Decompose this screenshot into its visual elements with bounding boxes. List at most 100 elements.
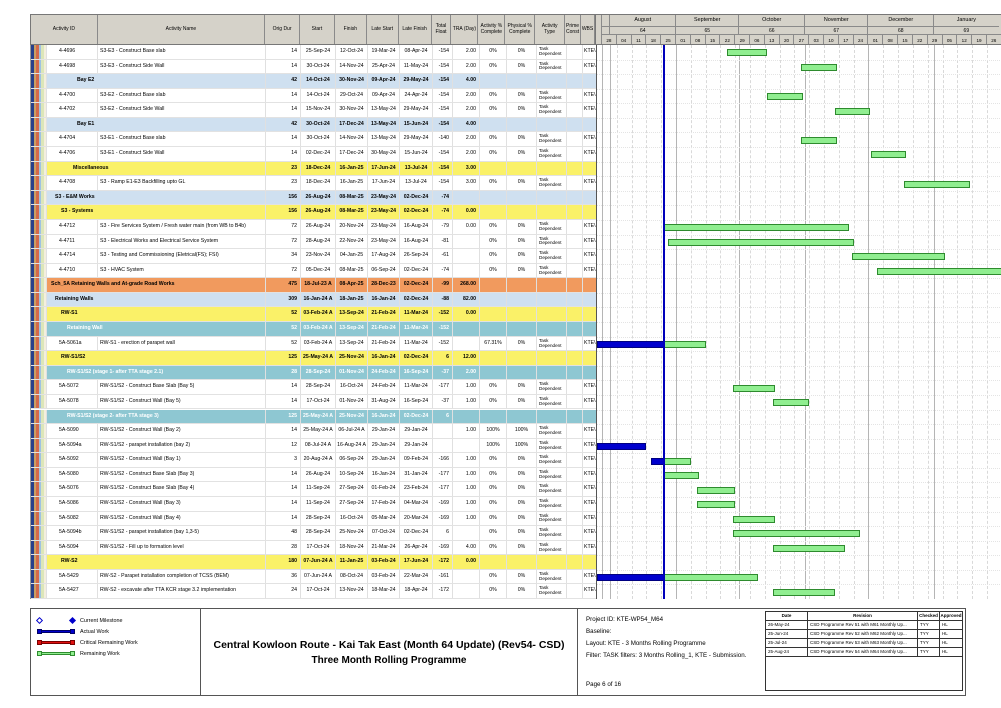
group-row[interactable]: Sch_5A Retaining Walls and At-grade Road… bbox=[31, 278, 597, 293]
orig-dur-cell: 28 bbox=[266, 365, 301, 380]
activity-name-cell: RW-S2 - excavate after TTA KCR stage 3.2… bbox=[98, 584, 266, 599]
gantt-bar-actual[interactable] bbox=[597, 340, 666, 348]
late-finish-cell: 15-Jun-24 bbox=[400, 117, 433, 132]
column-header-5[interactable]: Late Start bbox=[367, 15, 399, 44]
activity-pct-cell: 0% bbox=[480, 526, 507, 540]
gantt-bar-remaining[interactable] bbox=[773, 588, 835, 596]
column-header-2[interactable]: Orig Dur bbox=[265, 15, 300, 44]
gantt-bar-remaining[interactable] bbox=[663, 574, 759, 582]
gantt-bar-remaining[interactable] bbox=[834, 107, 871, 115]
column-header-1[interactable]: Activity Name bbox=[98, 15, 266, 44]
group-row[interactable]: RW-S1/S2 125 25-May-24 A 25-Nov-24 16-Jan-24… bbox=[31, 351, 597, 366]
group-row[interactable]: S3 - Systems 156 26-Aug-24 08-Mar-25 23-May-… bbox=[31, 205, 597, 220]
table-row[interactable]: 5A-5429 RW-S2 - Parapet installation comp… bbox=[31, 569, 597, 585]
group-row[interactable]: Bay E2 42 14-Oct-24 30-Nov-24 09-Apr-24 29-Ma… bbox=[31, 74, 597, 89]
start-cell: 20-Aug-24 A bbox=[301, 453, 336, 467]
gantt-bar-actual[interactable] bbox=[597, 574, 666, 582]
orig-dur-cell: 14 bbox=[266, 380, 301, 394]
gantt-bar-remaining[interactable] bbox=[904, 180, 970, 188]
gantt-bar-remaining[interactable] bbox=[876, 268, 1001, 275]
gantt-bar-remaining[interactable] bbox=[667, 238, 854, 246]
week-header: 11 bbox=[630, 34, 646, 44]
table-row[interactable]: 4-4712 S3 - Fire Services System / Fresh … bbox=[31, 219, 597, 235]
column-header-7[interactable]: Total Float bbox=[432, 15, 452, 44]
table-row[interactable]: 5A-5061a RW-S1 - erection of parapet wall… bbox=[31, 336, 597, 352]
group-row[interactable]: Bay E1 42 30-Oct-24 17-Dec-24 13-May-24 15-Ju… bbox=[31, 117, 597, 133]
wbs-color-band bbox=[31, 584, 47, 599]
group-row[interactable]: RW-S1 52 03-Feb-24 A 13-Sep-24 21-Feb-24 11-M… bbox=[31, 307, 597, 323]
group-row[interactable]: RW-S1/S2 (stage 1- after TTA stage 2.1) 2… bbox=[31, 365, 597, 381]
gantt-bar-remaining[interactable] bbox=[851, 253, 945, 261]
prime-const-cell bbox=[567, 409, 583, 424]
gantt-bar-remaining[interactable] bbox=[663, 457, 691, 465]
gantt-bar-remaining[interactable] bbox=[800, 136, 837, 144]
revision-header-cell: Revision bbox=[808, 612, 918, 620]
table-row[interactable]: 4-4698 S3-E3 - Construct Side Wall 14 30-Oc… bbox=[31, 59, 597, 75]
table-row[interactable]: 5A-5078 RW-S1/S2 - Construct Wall (Bay 5)… bbox=[31, 394, 597, 410]
wbs-cell: KTE\ bbox=[583, 394, 597, 409]
column-header-12[interactable]: Prime Const bbox=[565, 15, 582, 44]
column-header-8[interactable]: TRA (Day) bbox=[451, 15, 479, 44]
late-start-cell: 01-Feb-24 bbox=[368, 482, 400, 496]
gantt-bar-remaining[interactable] bbox=[663, 472, 700, 480]
gantt-bar-actual[interactable] bbox=[597, 442, 647, 450]
gantt-bar-remaining[interactable] bbox=[733, 530, 860, 538]
group-row[interactable]: Miscellaneous 23 18-Dec-24 16-Jan-25 17-Jun-… bbox=[31, 161, 597, 177]
wbs-cell: KTE\ bbox=[583, 45, 597, 59]
column-header-4[interactable]: Finish bbox=[335, 15, 367, 44]
table-row[interactable]: 4-4704 S3-E1 - Construct Base slab 14 30-Oc… bbox=[31, 132, 597, 148]
table-row[interactable]: 5A-5094 RW-S1/S2 - Fill up to formation l… bbox=[31, 540, 597, 556]
table-row[interactable]: 4-4706 S3-E1 - Construct Side Wall 14 02-De… bbox=[31, 147, 597, 162]
table-row[interactable]: 4-4702 S3-E2 - Construct Side Wall 14 15-No… bbox=[31, 103, 597, 118]
gantt-bar-remaining[interactable] bbox=[800, 63, 837, 71]
table-row[interactable]: 5A-5427 RW-S2 - excavate after TTA KCR st… bbox=[31, 584, 597, 600]
table-row[interactable]: 4-4708 S3 - Ramp E1-E3 Backfilling upto G… bbox=[31, 176, 597, 191]
gantt-bar-remaining[interactable] bbox=[663, 340, 706, 348]
table-row[interactable]: 5A-5094b RW-S1/S2 - parapet installation … bbox=[31, 526, 597, 541]
prime-const-cell bbox=[567, 569, 583, 584]
total-float-cell: -154 bbox=[433, 147, 453, 161]
gantt-bar-remaining[interactable] bbox=[697, 486, 736, 494]
table-row[interactable]: 5A-5086 RW-S1/S2 - Construct Wall (Bay 3)… bbox=[31, 496, 597, 512]
group-row[interactable]: S3 - E&M Works 156 26-Aug-24 08-Mar-25 23-Ma… bbox=[31, 190, 597, 206]
table-row[interactable]: 4-4696 S3-E3 - Construct Base slab 14 25-Se… bbox=[31, 45, 597, 60]
group-label-cell: RW-S1 bbox=[47, 307, 266, 322]
milestone-outline-icon bbox=[35, 616, 44, 625]
column-header-11[interactable]: Activity Type bbox=[535, 15, 566, 44]
table-row[interactable]: 5A-5092 RW-S1/S2 - Construct Wall (Bay 1)… bbox=[31, 453, 597, 468]
gantt-bar-remaining[interactable] bbox=[773, 545, 846, 553]
gantt-bar-remaining[interactable] bbox=[733, 384, 776, 392]
finish-cell: 16-Aug-24 A bbox=[336, 438, 368, 453]
table-row[interactable]: 4-4714 S3 - Testing and Commissioning (El… bbox=[31, 249, 597, 264]
table-row[interactable]: 4-4711 S3 - Electrical Works and Electric… bbox=[31, 234, 597, 250]
gantt-bar-remaining[interactable] bbox=[726, 49, 767, 57]
gantt-bar-remaining[interactable] bbox=[870, 151, 907, 159]
gantt-bar-remaining[interactable] bbox=[766, 93, 803, 101]
column-header-6[interactable]: Late Finish bbox=[399, 15, 432, 44]
gantt-bar-remaining[interactable] bbox=[697, 501, 736, 509]
table-row[interactable]: 5A-5090 RW-S1/S2 - Construct Wall (Bay 2)… bbox=[31, 424, 597, 439]
gantt-bar-remaining[interactable] bbox=[733, 515, 776, 523]
column-header-10[interactable]: Physical % Complete bbox=[505, 15, 536, 44]
group-row[interactable]: RW-S2 180 07-Jun-24 A 11-Jan-25 03-Feb-24 17-… bbox=[31, 555, 597, 570]
table-row[interactable]: 4-4700 S3-E2 - Construct Base slab 14 14-Oc… bbox=[31, 88, 597, 104]
gantt-bar-remaining[interactable] bbox=[663, 224, 850, 232]
group-row[interactable]: RW-S1/S2 (stage 2- after TTA stage 3) 125… bbox=[31, 409, 597, 425]
group-row[interactable]: Retaining Wall 52 03-Feb-24 A 13-Sep-24 21-F… bbox=[31, 322, 597, 337]
row-gridline bbox=[597, 88, 1001, 90]
table-row[interactable]: 5A-5072 RW-S1/S2 - Construct Base Slab (B… bbox=[31, 380, 597, 395]
late-start-cell: 21-Feb-24 bbox=[368, 322, 400, 336]
column-header-3[interactable]: Start bbox=[300, 15, 335, 44]
column-header-13[interactable]: WBS bbox=[581, 15, 595, 44]
total-float-cell: -169 bbox=[433, 511, 453, 526]
table-row[interactable]: 5A-5076 RW-S1/S2 - Construct Base Slab (B… bbox=[31, 482, 597, 497]
column-header-9[interactable]: Activity % Complete bbox=[478, 15, 506, 44]
table-row[interactable]: 5A-5094a RW-S1/S2 - parapet installation … bbox=[31, 438, 597, 454]
activity-id-cell: 5A-5094b bbox=[47, 526, 98, 540]
table-row[interactable]: 5A-5082 RW-S1/S2 - Construct Wall (Bay 4)… bbox=[31, 511, 597, 527]
column-header-0[interactable]: Activity ID bbox=[31, 15, 98, 44]
gantt-bar-remaining[interactable] bbox=[773, 399, 810, 407]
table-row[interactable]: 5A-5080 RW-S1/S2 - Construct Base Slab (B… bbox=[31, 467, 597, 483]
group-row[interactable]: Retaining Walls 309 16-Jan-24 A 18-Jan-25 16… bbox=[31, 292, 597, 308]
table-row[interactable]: 4-4710 S3 - HVAC System 72 05-Dec-24 08-Mar-… bbox=[31, 263, 597, 279]
